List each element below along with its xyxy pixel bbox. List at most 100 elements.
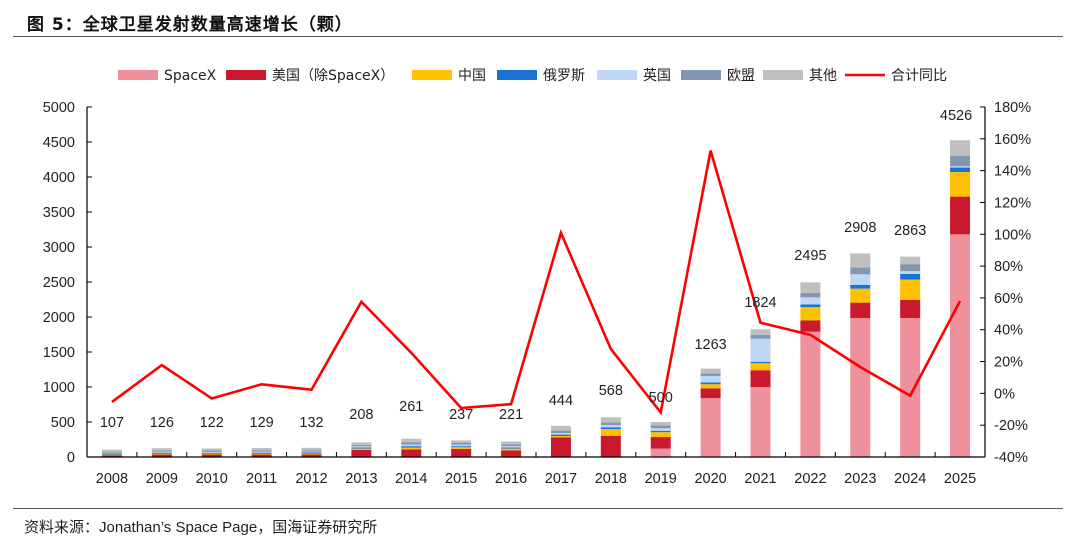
- source-note: 资料来源：Jonathan’s Space Page，国海证券研究所: [24, 516, 377, 537]
- right-tick-label: 80%: [994, 259, 1023, 275]
- right-tick-label: 0%: [994, 386, 1015, 402]
- bar-segment-4: [550, 434, 571, 436]
- bar-segment-3: [550, 436, 571, 438]
- bar-segment-6: [550, 430, 571, 434]
- bar-segment-4: [900, 273, 921, 280]
- bar-segment-6: [600, 422, 621, 426]
- legend-swatch: [681, 70, 721, 80]
- left-tick-label: 500: [51, 415, 75, 431]
- left-tick-label: 2000: [43, 310, 75, 326]
- legend-swatch: [763, 70, 803, 80]
- bar-segment-2: [101, 455, 122, 457]
- x-tick-label: 2011: [246, 471, 277, 487]
- x-tick-label: 2019: [645, 471, 677, 487]
- bar-segment-1: [750, 387, 771, 457]
- bar-segment-6: [900, 264, 921, 272]
- bar-segment-3: [650, 432, 671, 438]
- bar-segment-3: [850, 288, 871, 303]
- bar-segment-7: [351, 442, 372, 445]
- bar-segment-7: [501, 441, 522, 445]
- left-tick-label: 1000: [43, 380, 75, 396]
- legend-label: 欧盟: [727, 68, 755, 84]
- yoy-line: [111, 150, 962, 416]
- bar-segment-4: [950, 167, 971, 173]
- bar-segment-7: [201, 448, 222, 451]
- bar-segment-6: [201, 450, 222, 452]
- figure-title: 图 5：全球卫星发射数量高速增长（颗）: [27, 15, 353, 35]
- bar-segment-7: [550, 425, 571, 431]
- bar-segment-1: [850, 318, 871, 457]
- bar-segment-6: [750, 334, 771, 339]
- legend-label: 其他: [809, 68, 837, 84]
- bar-segment-7: [600, 417, 621, 423]
- total-label: 126: [150, 415, 174, 431]
- bar-segment-3: [151, 453, 172, 455]
- bar-segment-2: [650, 437, 671, 449]
- legend-swatch: [226, 70, 266, 80]
- right-tick-label: 120%: [994, 195, 1031, 211]
- total-label: 4526: [940, 108, 972, 124]
- stacked-bars: [101, 140, 971, 457]
- bar-segment-7: [301, 447, 322, 451]
- bar-segment-4: [600, 427, 621, 429]
- bar-segment-3: [251, 453, 272, 455]
- bar-segment-6: [501, 444, 522, 447]
- bar-segment-5: [550, 433, 571, 435]
- legend-label: 俄罗斯: [543, 68, 585, 84]
- bar-segment-7: [700, 368, 721, 374]
- bar-segment-4: [251, 452, 272, 454]
- chart-legend: SpaceX 美国（除SpaceX） 中国 俄罗斯 英国 欧盟 其他 合计同比: [118, 67, 947, 84]
- bar-segment-3: [301, 453, 322, 455]
- x-tick-label: 2012: [295, 471, 327, 487]
- bar-segment-6: [351, 444, 372, 447]
- bar-segment-5: [301, 451, 322, 453]
- legend-swatch: [497, 70, 537, 80]
- bar-segment-6: [451, 442, 472, 445]
- bar-segment-4: [301, 452, 322, 454]
- bar-segment-5: [650, 428, 671, 431]
- bar-segment-4: [750, 361, 771, 364]
- bar-segment-7: [750, 329, 771, 335]
- bar-segment-3: [900, 279, 921, 300]
- bar-segment-7: [900, 256, 921, 265]
- bar-segment-4: [800, 304, 821, 308]
- x-tick-label: 2017: [545, 471, 577, 487]
- bar-segment-2: [800, 320, 821, 332]
- right-tick-label: -40%: [994, 450, 1028, 466]
- x-tick-label: 2013: [345, 471, 377, 487]
- x-tick-label: 2015: [445, 471, 477, 487]
- bar-segment-5: [451, 444, 472, 447]
- bar-segment-4: [351, 447, 372, 449]
- bar-segment-2: [201, 454, 222, 457]
- x-tick-label: 2024: [894, 471, 926, 487]
- bar-segment-2: [151, 454, 172, 457]
- legend-label: 美国（除SpaceX）: [272, 68, 394, 84]
- source-prefix: 资料来源：: [24, 518, 100, 536]
- source-suffix: ，国海证券研究所: [257, 518, 378, 536]
- total-label: 107: [100, 415, 124, 431]
- bar-segment-3: [351, 448, 372, 450]
- bar-segment-5: [401, 444, 422, 447]
- total-label: 122: [200, 415, 224, 431]
- bar-segment-5: [900, 271, 921, 274]
- right-tick-label: 20%: [994, 355, 1023, 371]
- bar-segment-2: [351, 450, 372, 457]
- legend-label: SpaceX: [164, 68, 217, 84]
- bar-segment-7: [401, 438, 422, 443]
- bar-segment-3: [101, 454, 122, 456]
- bar-segment-4: [451, 446, 472, 448]
- bar-segment-6: [800, 292, 821, 298]
- bar-segment-4: [850, 284, 871, 289]
- bar-segment-7: [251, 447, 272, 451]
- x-tick-label: 2010: [196, 471, 228, 487]
- bar-segment-7: [101, 449, 122, 452]
- bar-segment-2: [600, 436, 621, 457]
- bar-segment-7: [950, 140, 971, 156]
- total-label: 500: [649, 390, 673, 406]
- left-tick-label: 1500: [43, 345, 75, 361]
- bar-segment-4: [700, 382, 721, 385]
- bar-segment-6: [101, 451, 122, 453]
- total-label: 132: [299, 415, 323, 431]
- bar-segment-1: [950, 234, 971, 457]
- right-tick-label: -20%: [994, 418, 1028, 434]
